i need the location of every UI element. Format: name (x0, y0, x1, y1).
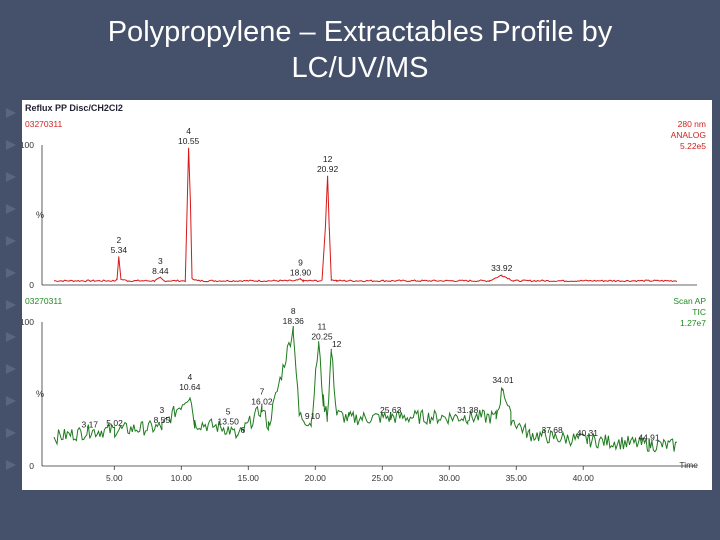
ms-peak-number-label: 10 (311, 411, 321, 421)
ms-detector-info: TIC (692, 307, 706, 317)
ms-xtick-label: 30.00 (439, 473, 461, 483)
uv-peak-number-label: 2 (116, 235, 121, 245)
ms-peak-number-label: 4 (187, 372, 192, 382)
uv-y-axis-label: % (36, 210, 44, 220)
uv-sample-id: 03270311 (25, 119, 62, 129)
ms-peak-rt-label: 31.38 (457, 405, 479, 415)
ms-trace-line (53, 325, 677, 453)
ms-peak-rt-label: 5.02 (106, 418, 123, 428)
ms-peak-rt-label: 25.63 (380, 405, 402, 415)
ms-peak-number-label: 11 (318, 322, 327, 332)
uv-chart-title: Reflux PP Disc/CH2Cl2 (25, 103, 123, 113)
ms-peak-number-label: 3 (159, 405, 164, 415)
uv-peak-rt-label: 10.55 (178, 136, 200, 146)
ms-peak-number-label: 8 (291, 306, 296, 316)
ms-peak-number-label: 9 (305, 411, 310, 421)
ms-xtick-label: 10.00 (171, 473, 193, 483)
uv-detector-info: 280 nm (678, 119, 706, 129)
ms-peak-rt-label: 34.01 (492, 375, 514, 385)
ms-peak-rt-label: 44.91 (638, 432, 660, 442)
uv-trace-line (53, 147, 678, 283)
ms-peak-number-label: 12 (332, 339, 342, 349)
ms-peak-rt-label: 10.64 (179, 382, 201, 392)
uv-ytick-label: 100 (22, 140, 34, 150)
ms-peak-rt-label: 3.17 (81, 419, 98, 429)
uv-peak-rt-label: 33.92 (491, 263, 513, 273)
ms-peak-rt-label: 37.68 (541, 425, 563, 435)
ms-xtick-label: 25.00 (372, 473, 394, 483)
uv-peak-rt-label: 5.34 (111, 245, 128, 255)
ms-peak-number-label: 7 (260, 386, 265, 396)
uv-peak-number-label: 4 (186, 126, 191, 136)
chromatogram-panel: Reflux PP Disc/CH2Cl2 03270311 280 nm ANALO… (20, 100, 712, 490)
uv-peak-number-label: 9 (298, 257, 303, 267)
ms-peak-rt-label: 13.50 (218, 417, 240, 427)
ms-peak-rt-label: 8.55 (154, 415, 171, 425)
ms-peak-rt-label: 20.25 (311, 332, 333, 342)
uv-detector-info: 5.22e5 (680, 141, 706, 151)
ms-peak-number-label: 5 (226, 407, 231, 417)
ms-peak-rt-label: 18.36 (283, 316, 305, 326)
ms-peak-rt-label: 16.02 (251, 396, 273, 406)
slide-title-line-1: Polypropylene – Extractables Profile by (107, 16, 613, 48)
ms-peak-number-label: 6 (241, 425, 246, 435)
uv-ytick-label: 0 (29, 280, 34, 290)
uv-peak-number-label: 3 (158, 256, 163, 266)
ms-xtick-label: 15.00 (238, 473, 260, 483)
ms-xtick-label: 5.00 (106, 473, 123, 483)
ms-xtick-label: 20.00 (305, 473, 327, 483)
ms-peak-rt-label: 40.31 (577, 428, 599, 438)
ms-xtick-label: 35.00 (506, 473, 528, 483)
uv-detector-info: ANALOG (671, 130, 706, 140)
slide-title: Polypropylene – Extractables Profile by … (40, 14, 680, 86)
uv-peak-rt-label: 18.90 (290, 267, 312, 277)
ms-ytick-label: 100 (22, 317, 34, 327)
ms-xtick-label: 40.00 (573, 473, 595, 483)
ms-sample-id: 03270311 (25, 296, 62, 306)
decorative-arrow-icons (6, 108, 16, 470)
uv-peak-rt-label: 8.44 (152, 266, 169, 276)
slide-title-line-2: LC/UV/MS (291, 52, 429, 84)
ms-detector-info: 1.27e7 (680, 318, 706, 328)
uv-peak-rt-label: 20.92 (317, 164, 339, 174)
ms-ytick-label: 0 (29, 461, 34, 471)
uv-peak-number-label: 12 (323, 154, 333, 164)
ms-y-axis-label: % (36, 389, 44, 399)
ms-x-axis-label: Time (679, 460, 698, 470)
ms-detector-info: Scan AP (673, 296, 706, 306)
